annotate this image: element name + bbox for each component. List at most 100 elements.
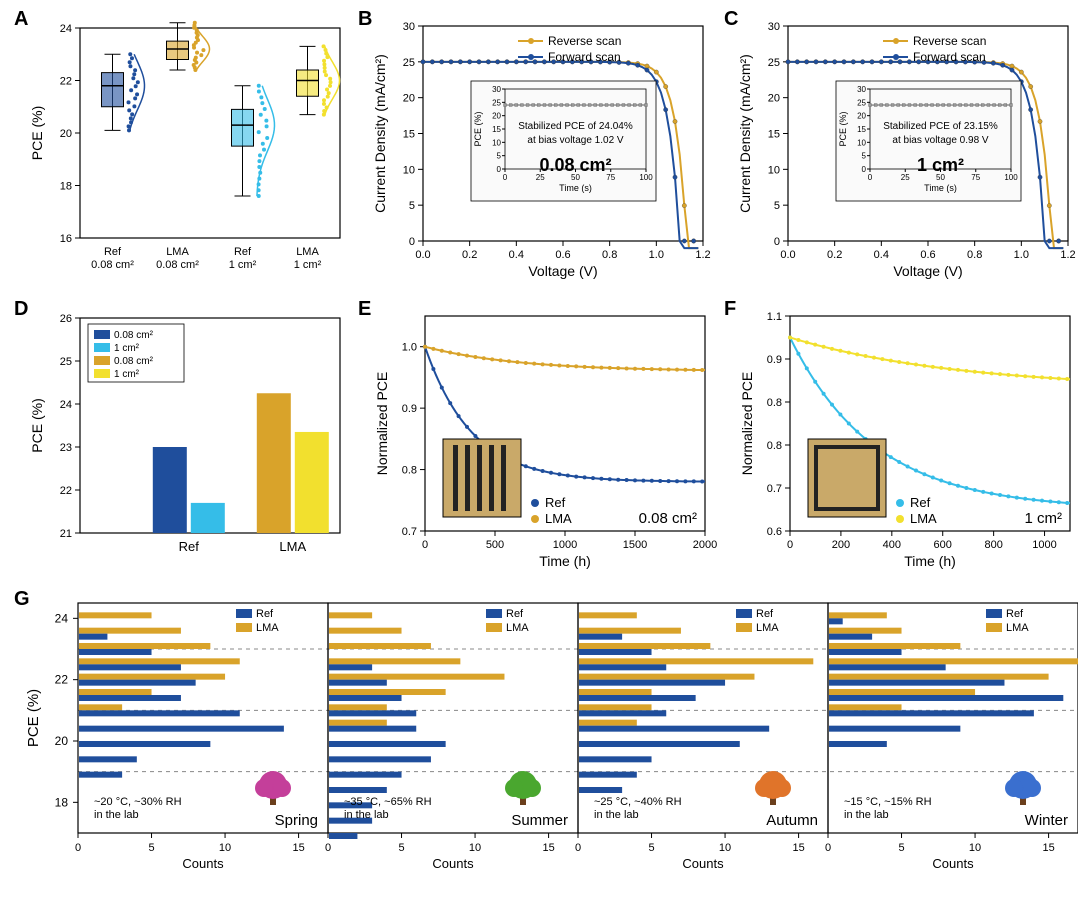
svg-text:PCE (%): PCE (%) [25, 689, 42, 747]
svg-text:0: 0 [774, 236, 780, 248]
svg-text:1.0: 1.0 [402, 342, 417, 354]
svg-text:Ref: Ref [910, 495, 931, 510]
svg-text:75: 75 [971, 173, 980, 182]
svg-text:Normalized PCE: Normalized PCE [739, 372, 755, 475]
svg-text:1.0: 1.0 [1014, 249, 1029, 261]
svg-text:600: 600 [934, 539, 952, 551]
svg-text:0.08 cm²: 0.08 cm² [539, 155, 611, 175]
svg-text:LMA: LMA [545, 511, 572, 526]
svg-text:Voltage (V): Voltage (V) [893, 263, 962, 279]
svg-text:0: 0 [75, 842, 81, 854]
svg-text:0.7: 0.7 [767, 483, 782, 495]
svg-text:0.8: 0.8 [602, 249, 617, 261]
svg-text:in the lab: in the lab [94, 809, 139, 821]
svg-text:Ref: Ref [256, 608, 274, 620]
svg-text:LMA: LMA [756, 622, 779, 634]
svg-text:5: 5 [148, 842, 154, 854]
svg-text:at bias voltage 0.98 V: at bias voltage 0.98 V [892, 135, 989, 146]
svg-text:0: 0 [575, 842, 581, 854]
svg-text:0: 0 [497, 165, 502, 174]
svg-text:PCE (%): PCE (%) [29, 106, 45, 160]
svg-text:0.9: 0.9 [767, 354, 782, 366]
svg-text:Spring: Spring [275, 812, 318, 829]
svg-text:0: 0 [825, 842, 831, 854]
svg-text:500: 500 [486, 539, 504, 551]
svg-text:0.08 cm²: 0.08 cm² [639, 510, 697, 527]
svg-text:25: 25 [768, 57, 780, 69]
svg-text:LMA: LMA [279, 539, 306, 554]
svg-text:5: 5 [898, 842, 904, 854]
svg-text:~15 °C, ~15% RH: ~15 °C, ~15% RH [844, 796, 932, 808]
svg-text:Ref: Ref [179, 539, 200, 554]
svg-text:PCE (%): PCE (%) [29, 398, 45, 452]
svg-text:1.1: 1.1 [767, 311, 782, 323]
svg-text:Ref: Ref [104, 246, 122, 258]
svg-text:15: 15 [792, 842, 804, 854]
svg-text:1.2: 1.2 [695, 249, 710, 261]
svg-text:18: 18 [60, 181, 72, 193]
svg-text:0: 0 [409, 236, 415, 248]
svg-text:Reverse scan: Reverse scan [913, 34, 986, 48]
svg-text:LMA: LMA [166, 246, 189, 258]
svg-text:23: 23 [60, 442, 72, 454]
svg-text:15: 15 [857, 125, 866, 134]
svg-text:Winter: Winter [1025, 812, 1068, 829]
panel-B: 0.00.20.40.60.81.01.2051015202530Voltage… [363, 8, 723, 298]
svg-text:Counts: Counts [432, 856, 474, 871]
svg-text:15: 15 [292, 842, 304, 854]
svg-text:10: 10 [219, 842, 231, 854]
svg-text:10: 10 [857, 138, 866, 147]
svg-text:PCE (%): PCE (%) [838, 111, 848, 146]
svg-text:~20 °C, ~30% RH: ~20 °C, ~30% RH [94, 796, 182, 808]
svg-text:20: 20 [857, 112, 866, 121]
svg-text:0: 0 [862, 165, 867, 174]
svg-text:1000: 1000 [553, 539, 577, 551]
svg-text:0.8: 0.8 [402, 465, 417, 477]
svg-text:Stabilized PCE of 23.15%: Stabilized PCE of 23.15% [883, 121, 998, 132]
svg-text:30: 30 [857, 85, 866, 94]
svg-text:Counts: Counts [682, 856, 724, 871]
svg-text:Forward scan: Forward scan [913, 50, 986, 64]
svg-text:Normalized PCE: Normalized PCE [374, 372, 390, 475]
svg-text:2000: 2000 [693, 539, 717, 551]
svg-text:0.4: 0.4 [509, 249, 524, 261]
svg-text:at bias voltage 1.02 V: at bias voltage 1.02 V [527, 135, 624, 146]
svg-text:5: 5 [409, 200, 415, 212]
svg-text:20: 20 [403, 93, 415, 105]
svg-text:LMA: LMA [1006, 622, 1029, 634]
svg-text:20: 20 [55, 734, 69, 748]
svg-text:0.08 cm²: 0.08 cm² [156, 259, 199, 271]
svg-text:22: 22 [60, 76, 72, 88]
panel-D: 212223242526PCE (%)0.08 cm²1 cm²0.08 cm²… [18, 298, 358, 588]
svg-text:800: 800 [984, 539, 1002, 551]
svg-text:25: 25 [403, 57, 415, 69]
svg-text:1.2: 1.2 [1060, 249, 1075, 261]
svg-text:15: 15 [1042, 842, 1054, 854]
svg-text:in the lab: in the lab [594, 809, 639, 821]
svg-text:Time (h): Time (h) [904, 553, 956, 569]
svg-text:100: 100 [1004, 173, 1018, 182]
svg-text:1 cm²: 1 cm² [917, 155, 964, 175]
svg-text:25: 25 [857, 98, 866, 107]
svg-text:0: 0 [868, 173, 873, 182]
svg-text:5: 5 [648, 842, 654, 854]
svg-text:400: 400 [883, 539, 901, 551]
panel-C: 0.00.20.40.60.81.01.2051015202530Voltage… [728, 8, 1080, 298]
svg-text:22: 22 [60, 485, 72, 497]
figure-root: A B C D E F G 1618202224PCE (%)Ref0.08 c… [8, 8, 1072, 907]
svg-text:10: 10 [492, 138, 501, 147]
svg-text:Counts: Counts [182, 856, 224, 871]
svg-text:22: 22 [55, 673, 69, 687]
svg-text:0.7: 0.7 [402, 526, 417, 538]
svg-text:0.9: 0.9 [402, 403, 417, 415]
svg-text:Ref: Ref [234, 246, 252, 258]
svg-text:0.4: 0.4 [874, 249, 889, 261]
svg-text:1 cm²: 1 cm² [1025, 510, 1063, 527]
svg-text:~35 °C, ~65% RH: ~35 °C, ~65% RH [344, 796, 432, 808]
svg-text:Time (h): Time (h) [539, 553, 591, 569]
svg-text:0.0: 0.0 [780, 249, 795, 261]
svg-text:0.8: 0.8 [967, 249, 982, 261]
svg-text:5: 5 [774, 200, 780, 212]
svg-text:20: 20 [768, 93, 780, 105]
svg-text:16: 16 [60, 233, 72, 245]
